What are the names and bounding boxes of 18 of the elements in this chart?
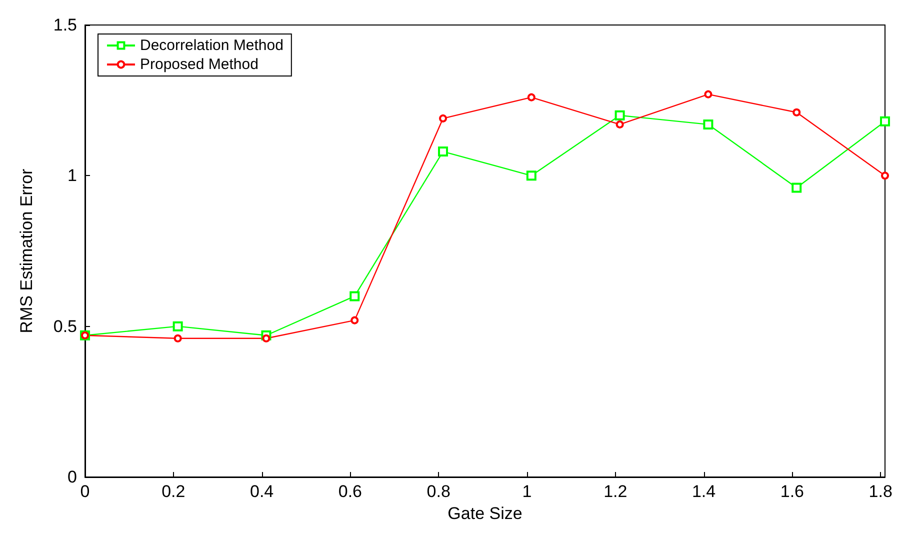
y-axis-title: RMS Estimation Error <box>17 168 36 334</box>
y-tick-label: 0.5 <box>53 316 77 336</box>
y-tick-label: 1.5 <box>53 16 77 34</box>
x-tick-label: 1.6 <box>780 482 804 501</box>
x-tick-label: 0.2 <box>162 482 186 501</box>
x-tick-label: 0.6 <box>338 482 362 501</box>
x-tick-label: 1.2 <box>604 482 628 501</box>
x-axis-title: Gate Size <box>448 504 522 523</box>
x-tick-label: 1.8 <box>868 482 892 501</box>
legend-label: Proposed Method <box>140 56 258 73</box>
x-tick-label: 0.4 <box>250 482 274 501</box>
y-tick-label: 0 <box>68 468 77 486</box>
x-tick-label: 1 <box>522 482 532 501</box>
y-tick-label: 1 <box>68 166 77 186</box>
x-tick-label: 0.8 <box>426 482 450 501</box>
x-tick-label: 1.4 <box>692 482 716 501</box>
legend-label: Decorrelation Method <box>140 37 284 54</box>
x-tick-label: 0 <box>80 482 90 501</box>
